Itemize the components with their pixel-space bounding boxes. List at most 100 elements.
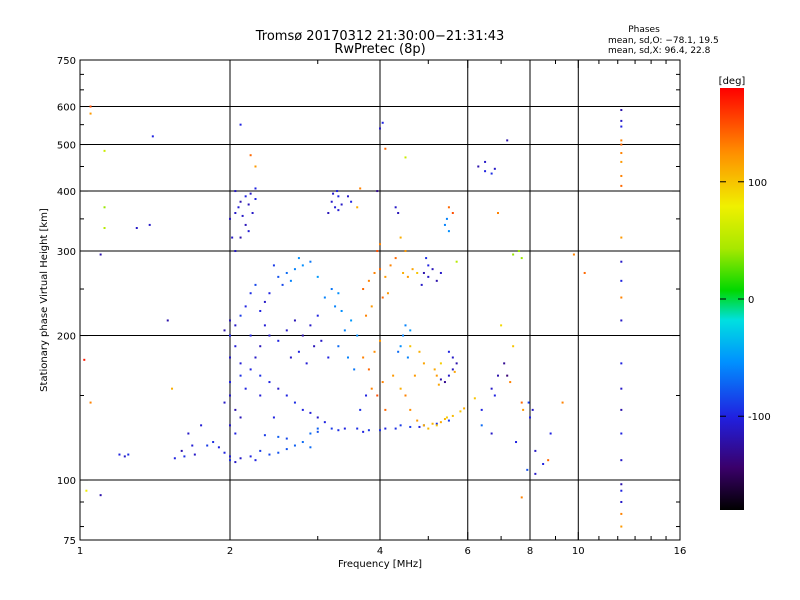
echo-point — [427, 275, 430, 278]
echo-point — [305, 362, 308, 365]
echo-point — [418, 425, 421, 428]
echo-point — [297, 257, 300, 260]
gridlines — [80, 60, 680, 540]
x-tick-label: 8 — [527, 546, 533, 557]
echo-point — [285, 329, 288, 332]
echo-point — [293, 401, 296, 404]
echo-point — [293, 268, 296, 271]
echo-point — [239, 457, 242, 460]
echo-point — [373, 271, 376, 274]
echo-point — [334, 305, 337, 308]
echo-point — [439, 378, 442, 381]
echo-point — [293, 444, 296, 447]
echo-point — [362, 356, 365, 359]
echo-point — [379, 243, 381, 246]
x-tick-label: 2 — [227, 546, 233, 557]
echo-point — [381, 296, 384, 299]
echo-point — [422, 271, 425, 274]
echo-point — [420, 283, 423, 286]
echo-point — [323, 421, 326, 424]
echo-point — [480, 424, 483, 427]
echo-point — [534, 472, 537, 475]
echo-point — [404, 250, 407, 253]
echo-point — [392, 374, 395, 377]
echo-point — [399, 387, 402, 390]
echo-point — [263, 300, 266, 303]
echo-point — [332, 192, 335, 195]
echo-point — [191, 444, 194, 447]
echo-point — [526, 468, 529, 471]
echo-point — [620, 260, 623, 263]
echo-point — [437, 383, 440, 386]
echo-point — [359, 187, 362, 190]
echo-point — [520, 401, 523, 404]
echo-point — [431, 422, 434, 425]
echo-point — [399, 424, 402, 427]
y-tick-label: 100 — [57, 476, 76, 487]
echo-point — [148, 223, 151, 226]
echo-point — [301, 408, 304, 411]
y-tick-label: 600 — [57, 103, 76, 114]
echo-point — [620, 296, 623, 299]
echo-point — [443, 381, 446, 384]
echo-point — [496, 374, 499, 377]
echo-point — [490, 432, 493, 435]
echo-point — [313, 345, 316, 348]
echo-point — [397, 212, 400, 215]
echo-point — [620, 109, 623, 112]
echo-point — [277, 339, 280, 342]
echo-point — [477, 165, 480, 168]
echo-point — [381, 381, 384, 384]
echo-point — [259, 374, 262, 377]
echo-point — [379, 429, 381, 432]
echo-point — [254, 283, 257, 286]
echo-point — [234, 190, 237, 193]
echo-point — [443, 223, 446, 226]
echo-point — [234, 324, 237, 327]
echo-point — [620, 139, 623, 142]
echo-point — [343, 427, 346, 430]
echo-point — [384, 275, 387, 278]
phase-stats-x: mean, sd,X: 96.4, 22.8 — [608, 46, 711, 56]
echo-point — [285, 437, 288, 440]
echo-point — [484, 160, 487, 163]
echo-point — [506, 139, 509, 142]
echo-point — [447, 419, 450, 422]
echo-point — [323, 296, 326, 299]
echo-point — [549, 432, 552, 435]
echo-point — [447, 230, 450, 233]
echo-point — [529, 416, 531, 419]
echo-point — [346, 356, 349, 359]
echo-point — [350, 200, 353, 203]
echo-point — [272, 264, 275, 267]
echo-point — [473, 397, 476, 400]
echo-point — [447, 350, 450, 353]
echo-point — [620, 119, 623, 122]
echo-point — [379, 339, 381, 342]
echo-point — [517, 250, 520, 253]
x-tick-label: 6 — [465, 546, 471, 557]
echo-point — [330, 200, 333, 203]
echo-point — [118, 453, 121, 456]
echo-point — [239, 123, 242, 126]
echo-point — [229, 424, 231, 427]
echo-point — [277, 451, 280, 454]
echo-point — [386, 292, 389, 295]
echo-point — [367, 368, 370, 371]
echo-point — [373, 350, 376, 353]
echo-point — [327, 212, 330, 215]
echo-point — [365, 394, 368, 397]
echo-point — [367, 279, 370, 282]
echo-point — [534, 449, 537, 452]
echo-point — [350, 319, 353, 322]
echo-point — [512, 345, 515, 348]
echo-point — [406, 356, 409, 359]
echo-point — [409, 345, 412, 348]
echo-point — [520, 496, 523, 499]
echo-point — [223, 401, 226, 404]
echo-point — [522, 408, 525, 411]
echo-point — [399, 236, 402, 239]
echo-point — [406, 275, 409, 278]
echo-point — [435, 279, 438, 282]
phase-stats-heading: Phases — [628, 25, 660, 35]
